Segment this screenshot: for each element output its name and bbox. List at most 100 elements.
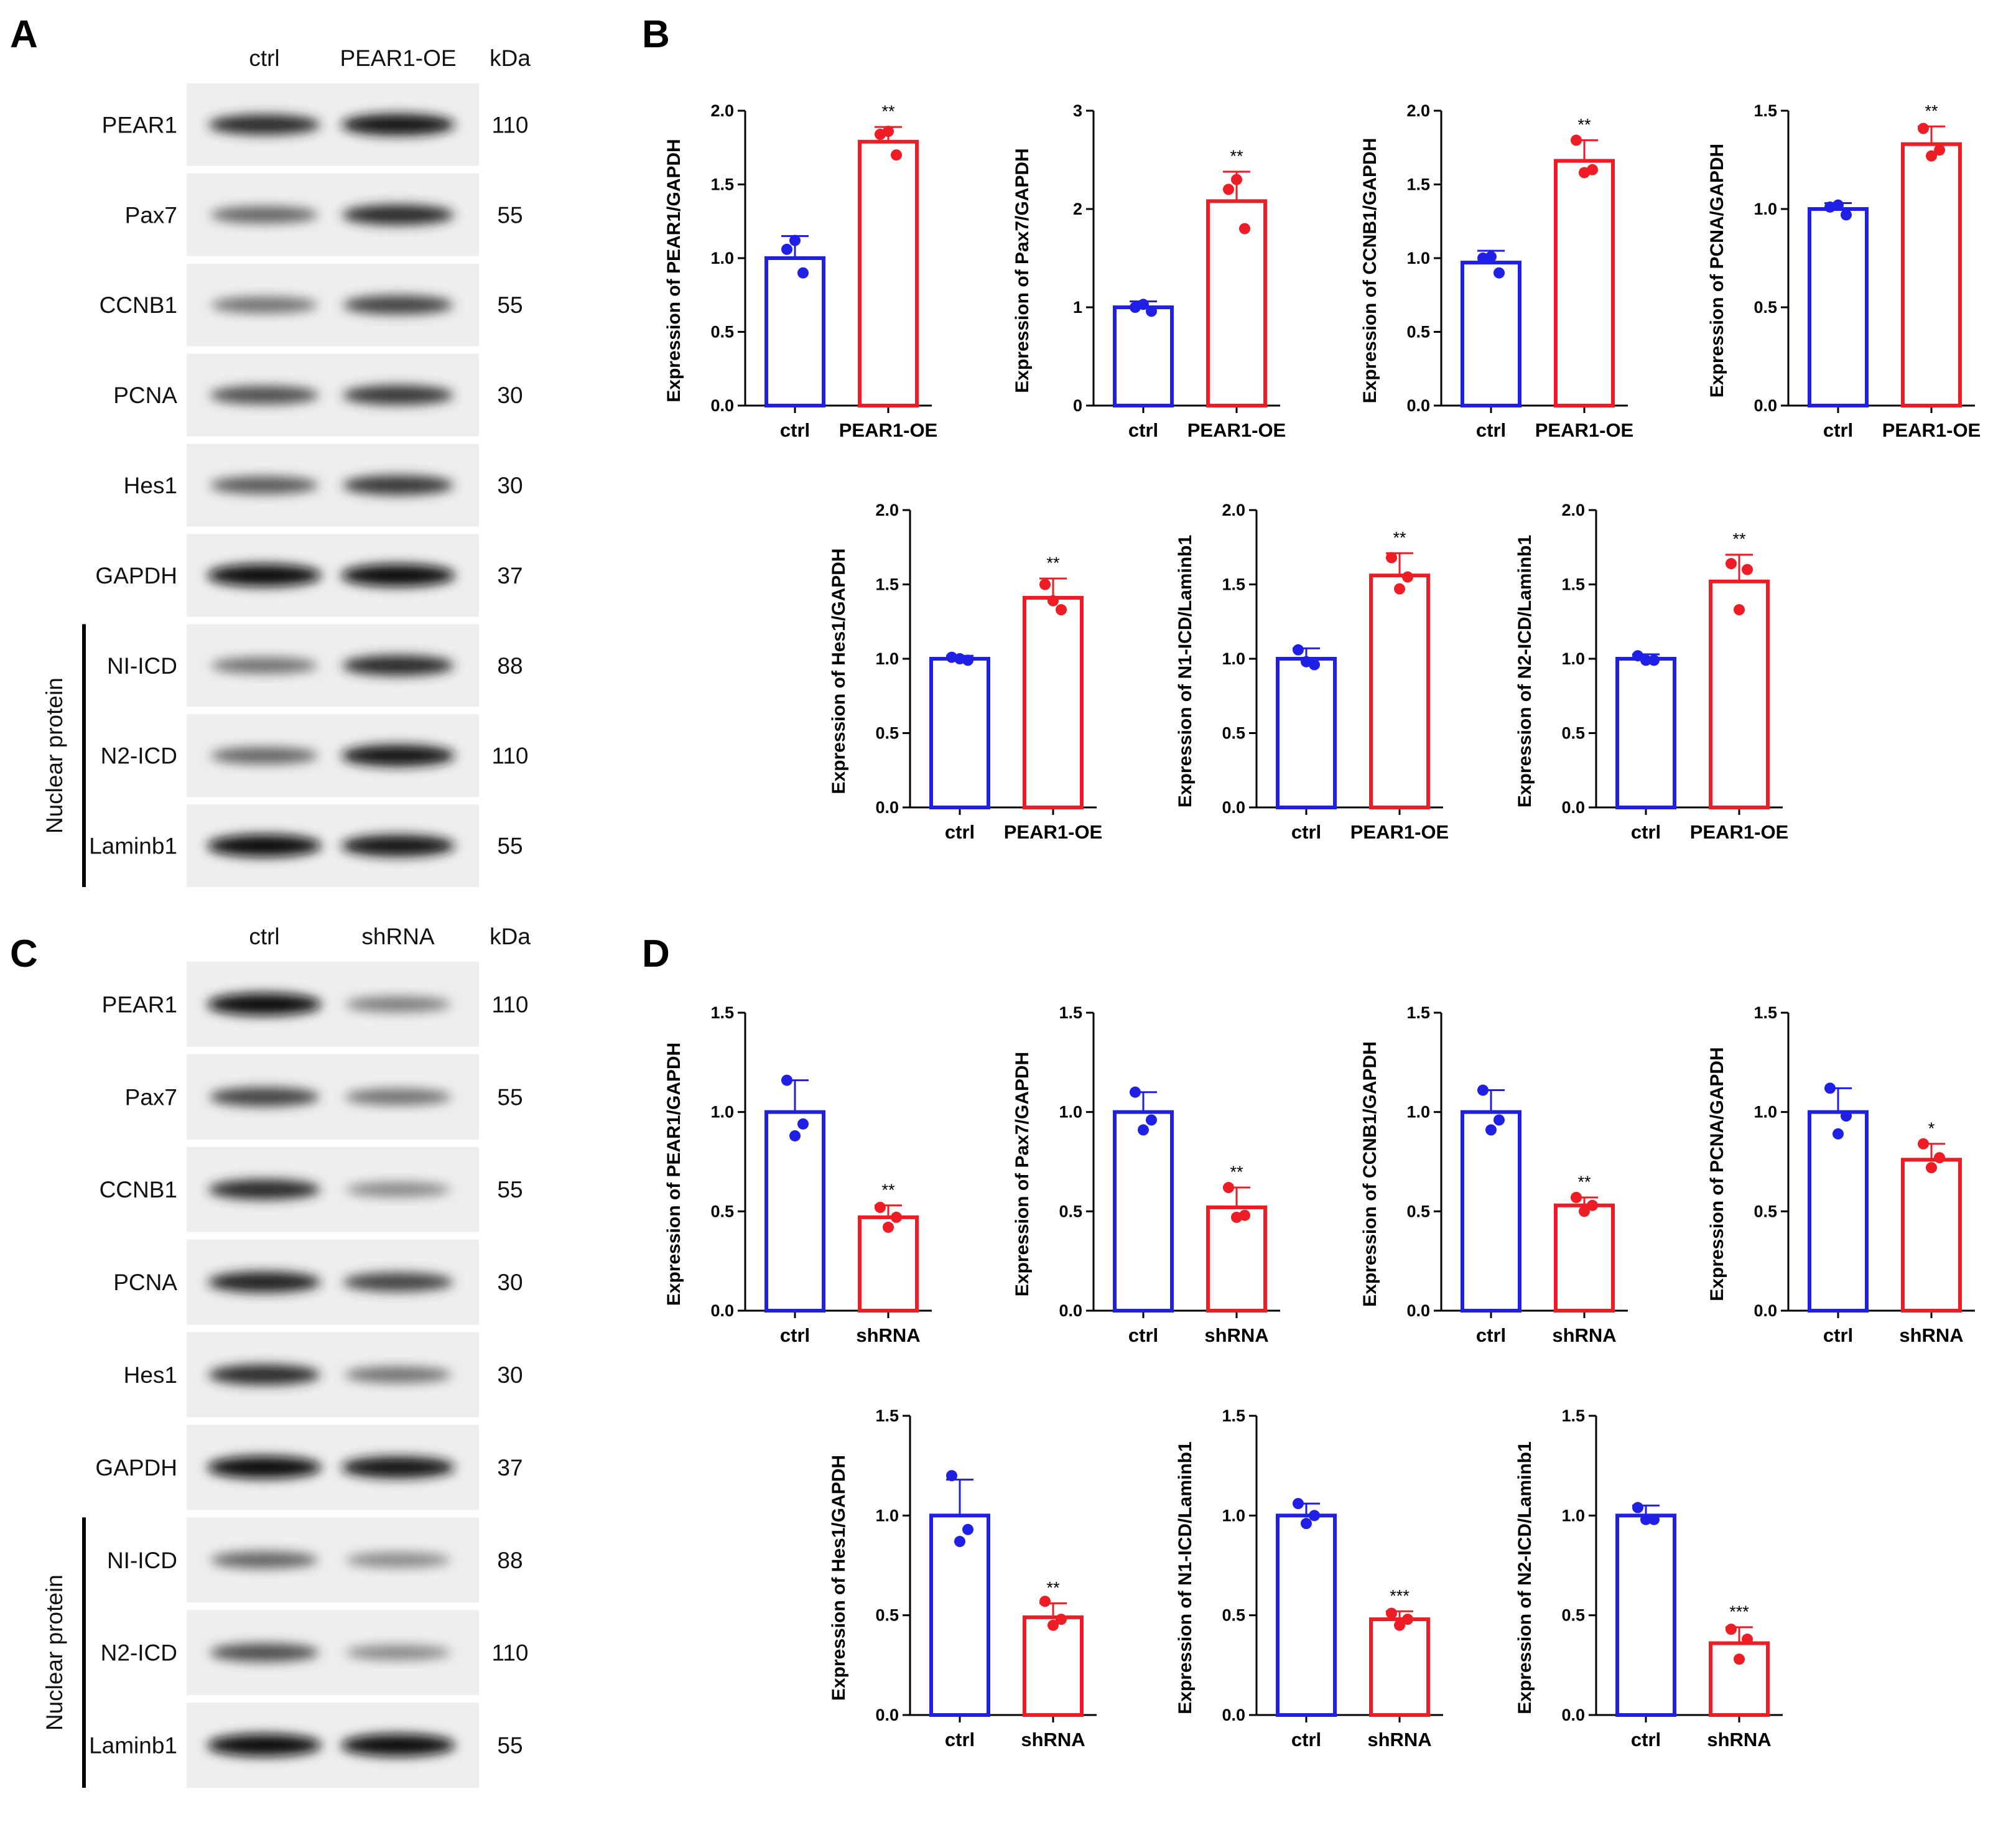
data-point <box>1231 1211 1242 1223</box>
y-tick-label: 1.5 <box>1406 175 1430 194</box>
blot-band <box>211 297 318 314</box>
protein-label: PCNA <box>113 1270 177 1295</box>
protein-label: PEAR1 <box>102 112 177 137</box>
y-axis-title: Expression of PEAR1/GAPDH <box>664 1043 684 1306</box>
y-tick-label: 1.0 <box>1561 649 1585 668</box>
category-label: ctrl <box>1128 1324 1158 1346</box>
blot-row: NI-ICD 88 <box>107 1517 523 1603</box>
y-tick-label: 1.0 <box>1754 200 1777 218</box>
protein-label: N2-ICD <box>101 743 177 769</box>
y-axis-title: Expression of Hes1/GAPDH <box>829 548 849 794</box>
nuclear-protein-label: Nuclear protein <box>42 1574 67 1731</box>
bar <box>1901 1158 1962 1313</box>
y-axis-title: Expression of CCNB1/GAPDH <box>1360 138 1380 404</box>
data-point <box>1824 1082 1836 1094</box>
lane-label: shRNA <box>361 924 435 949</box>
blot-band <box>208 114 320 135</box>
blot-band <box>342 385 454 405</box>
y-tick-label: 0.5 <box>875 724 899 743</box>
protein-label: GAPDH <box>95 563 177 588</box>
blot-band <box>345 1089 452 1105</box>
significance-marker: ** <box>1925 101 1938 120</box>
data-point <box>1402 571 1413 583</box>
significance-marker: *** <box>1729 1602 1749 1621</box>
data-point <box>1047 1619 1059 1631</box>
blot-band <box>207 993 322 1016</box>
y-tick-label: 2.0 <box>1561 501 1585 519</box>
y-tick-label: 1.5 <box>1406 1003 1430 1022</box>
data-point <box>1309 1510 1320 1522</box>
blot-band <box>345 1182 451 1197</box>
y-tick-label: 1.5 <box>1754 1003 1777 1022</box>
data-point <box>1239 223 1250 235</box>
significance-marker: ** <box>881 102 895 121</box>
data-point <box>962 1523 973 1535</box>
data-point <box>1648 654 1660 666</box>
y-axis-title: Expression of Pax7/GAPDH <box>1012 148 1033 393</box>
bar <box>1554 1203 1615 1313</box>
y-tick-label: 1.0 <box>1222 649 1245 668</box>
kda-value: 55 <box>497 1733 523 1759</box>
blot-row: Laminb1 55 <box>89 804 523 887</box>
kda-value: 30 <box>497 1270 523 1295</box>
bar <box>1369 1617 1430 1717</box>
kda-value: 37 <box>497 563 523 588</box>
significance-marker: ** <box>1046 1578 1060 1597</box>
y-tick-label: 1.0 <box>1406 249 1430 267</box>
y-tick-label: 1.0 <box>1561 1506 1585 1525</box>
kda-value: 110 <box>492 743 529 769</box>
data-point <box>1493 267 1505 279</box>
category-label: shRNA <box>1367 1729 1431 1750</box>
category-label: ctrl <box>1476 419 1506 441</box>
y-tick-label: 1.5 <box>710 1003 734 1022</box>
kda-value: 30 <box>497 383 523 408</box>
data-point <box>1402 1614 1413 1625</box>
blot-band <box>342 475 454 495</box>
protein-label: Pax7 <box>125 1084 177 1110</box>
blot-band <box>345 1552 451 1568</box>
y-tick-label: 0.5 <box>1222 1606 1245 1625</box>
data-point <box>1726 558 1737 570</box>
category-label: shRNA <box>1707 1729 1771 1750</box>
y-tick-label: 0.5 <box>710 1202 734 1220</box>
y-tick-label: 1.5 <box>1754 101 1777 120</box>
bar <box>1369 574 1430 809</box>
data-point <box>954 1536 965 1548</box>
y-tick-label: 1.5 <box>1222 1406 1245 1425</box>
blot-row: GAPDH 37 <box>95 534 523 617</box>
y-tick-label: 0.5 <box>875 1606 899 1625</box>
data-point <box>954 653 965 664</box>
blot-band <box>207 1456 322 1479</box>
protein-label: Laminb1 <box>89 834 177 859</box>
y-axis-title: Expression of Hes1/GAPDH <box>829 1455 849 1701</box>
data-point <box>1138 299 1149 310</box>
y-tick-label: 0.0 <box>1222 798 1245 817</box>
category-label: shRNA <box>1204 1324 1268 1346</box>
y-tick-label: 1 <box>1073 298 1082 317</box>
lane-label: ctrl <box>249 924 279 949</box>
data-point <box>1926 1162 1937 1174</box>
bar-chart: 0 1 2 3 ctrl PEAR1-OE Expression of Pax7/GAPDH… <box>1012 101 1286 441</box>
blot-band <box>208 1179 320 1200</box>
y-axis-title: Expression of PEAR1/GAPDH <box>664 139 684 402</box>
kda-header: kDa <box>490 924 531 949</box>
lane-label: PEAR1-OE <box>340 45 456 71</box>
category-label: ctrl <box>1291 821 1321 843</box>
y-tick-label: 1.0 <box>875 649 899 668</box>
protein-label: GAPDH <box>95 1455 177 1480</box>
y-tick-label: 0.5 <box>1561 1606 1585 1625</box>
bar <box>1276 1513 1337 1717</box>
bar <box>764 256 825 407</box>
data-point <box>1146 305 1157 317</box>
protein-label: N2-ICD <box>101 1640 177 1666</box>
y-axis-title: Expression of N2-ICD/Laminb1 <box>1515 1441 1535 1714</box>
data-point <box>946 1470 957 1482</box>
data-point <box>1485 1124 1497 1136</box>
category-label: PEAR1-OE <box>1535 419 1633 441</box>
y-tick-label: 0.0 <box>1561 798 1585 817</box>
bar-charts-panel-b: 0.0 0.5 1.0 1.5 2.0 ctrl PEAR1-OE Expression of… <box>664 101 1981 843</box>
kda-value: 110 <box>492 992 529 1017</box>
y-tick-label: 1.5 <box>1561 575 1585 594</box>
bar <box>764 1110 825 1313</box>
